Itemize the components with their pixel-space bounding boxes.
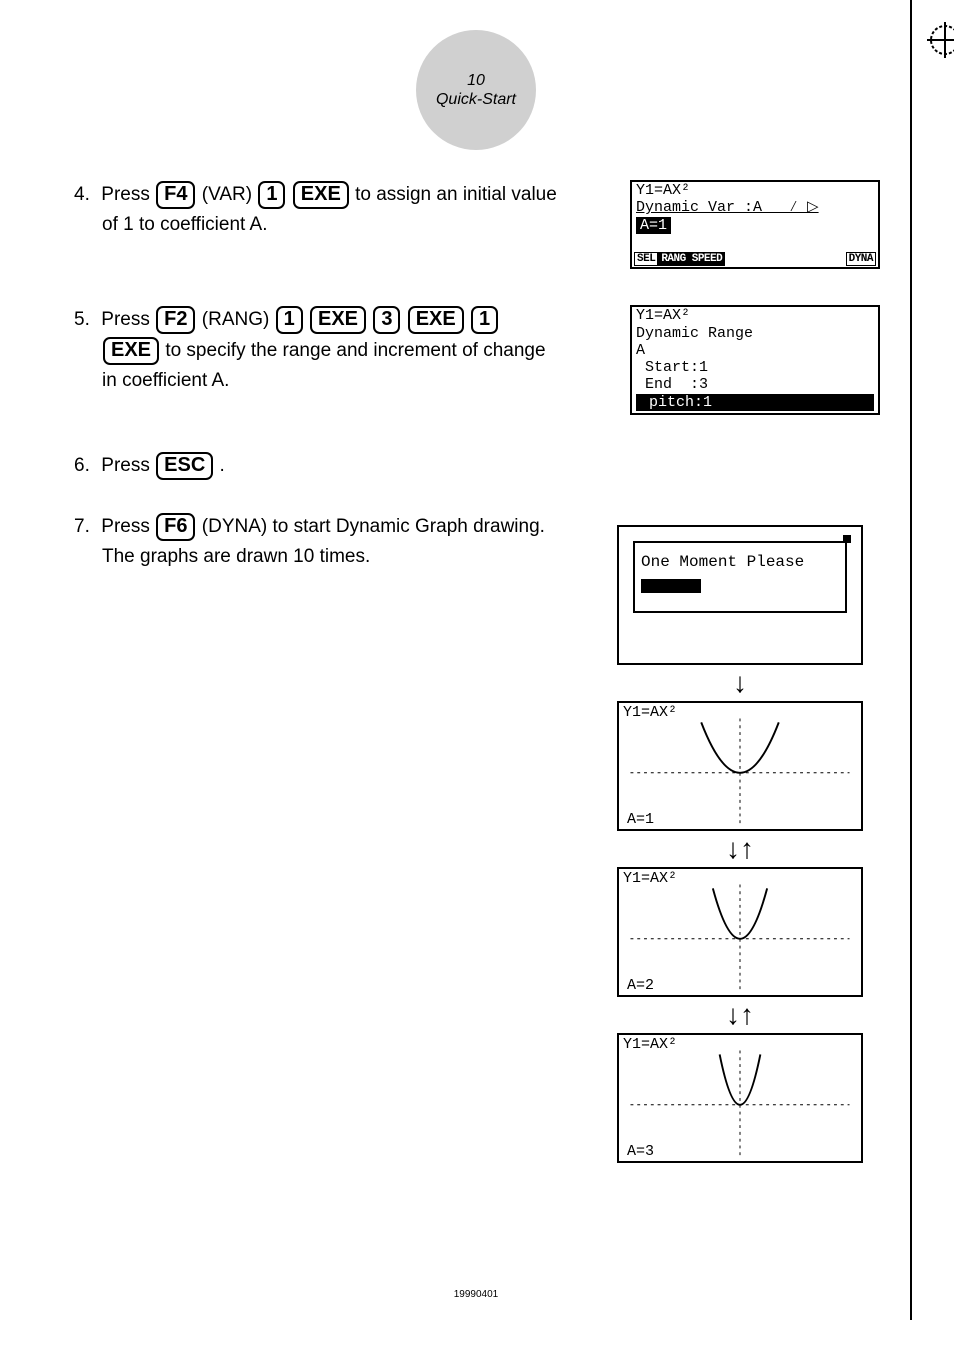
lcd-line: Start:1 xyxy=(632,359,878,376)
section-title: Quick-Start xyxy=(436,90,516,109)
parabola-a1-icon xyxy=(619,703,861,829)
content: 4. Press F4 (VAR) 1 EXE to assign an ini… xyxy=(42,150,910,573)
key-1: 1 xyxy=(276,306,303,334)
key-esc: ESC xyxy=(156,452,213,480)
key-exe: EXE xyxy=(103,337,159,365)
lcd-line: Y1=AX² xyxy=(632,182,878,199)
menu-sel: SEL xyxy=(634,252,658,267)
arrow-updown-icon: ↓↑ xyxy=(610,835,870,863)
lcd-line-selected: pitch:1 xyxy=(636,394,874,411)
lcd-line-selected: A=1 xyxy=(636,217,671,234)
text: Press xyxy=(101,309,155,330)
key-f4: F4 xyxy=(156,181,195,209)
graph-label: A=2 xyxy=(627,977,654,994)
graph-label: A=3 xyxy=(627,1143,654,1160)
lcd-graph-a2: Y1=AX² A=2 xyxy=(617,867,863,997)
lcd-graph-a1: Y1=AX² A=1 xyxy=(617,701,863,831)
arrow-updown-icon: ↓↑ xyxy=(610,1001,870,1029)
busy-indicator-icon xyxy=(843,535,851,543)
lcd-line: A xyxy=(632,342,878,359)
key-1: 1 xyxy=(258,181,285,209)
lcd-line: Y1=AX² xyxy=(632,307,878,324)
lcd-line: Dynamic Range xyxy=(632,325,878,342)
text: to specify the range and increment of ch… xyxy=(165,340,545,361)
progress-bar-icon xyxy=(641,579,701,593)
text: Press xyxy=(101,455,155,476)
lcd-line: End :3 xyxy=(632,376,878,393)
key-3: 3 xyxy=(373,306,400,334)
parabola-a3-icon xyxy=(619,1035,861,1161)
graph-label: A=1 xyxy=(627,811,654,828)
text: Press xyxy=(101,516,155,537)
page: 10 Quick-Start 4. Press F4 (VAR) 1 EXE t… xyxy=(42,0,912,1320)
text: in coefficient A. xyxy=(102,366,610,396)
registration-mark-icon xyxy=(925,20,954,60)
menu-rang: RANG xyxy=(658,252,688,267)
step-number: 6. xyxy=(74,451,96,481)
text: (RANG) xyxy=(202,309,275,330)
key-f6: F6 xyxy=(156,513,195,541)
step-number: 4. xyxy=(74,180,96,210)
key-f2: F2 xyxy=(156,306,195,334)
page-header-circle: 10 Quick-Start xyxy=(416,30,536,150)
menu-speed: SPEED xyxy=(689,252,726,267)
footer-code: 19990401 xyxy=(42,1289,910,1300)
step-4: 4. Press F4 (VAR) 1 EXE to assign an ini… xyxy=(102,180,890,275)
key-exe: EXE xyxy=(293,181,349,209)
step-5: 5. Press F2 (RANG) 1 EXE 3 EXE 1 EXE to … xyxy=(102,305,890,421)
text: Press xyxy=(101,184,155,205)
lcd-menu-row: SEL RANG SPEED DYNA xyxy=(632,252,878,268)
step-6: 6. Press ESC . xyxy=(102,451,890,481)
menu-dyna: DYNA xyxy=(846,252,876,267)
arrow-down-icon: ↓ xyxy=(610,669,870,697)
key-exe: EXE xyxy=(408,306,464,334)
graph-sequence: One Moment Please ↓ Y1=AX² A=1 ↓↑ Y1=AX²… xyxy=(610,525,870,1163)
page-number: 10 xyxy=(467,71,485,90)
text: to assign an initial value xyxy=(355,184,557,205)
key-1: 1 xyxy=(471,306,498,334)
text: of 1 to coefficient A. xyxy=(102,210,610,240)
key-exe: EXE xyxy=(310,306,366,334)
text: (VAR) xyxy=(202,184,258,205)
step-number: 7. xyxy=(74,512,96,542)
text: . xyxy=(220,455,225,476)
lcd-screen-var: Y1=AX² Dynamic Var :A ⁄ ▷ A=1 SEL RANG S… xyxy=(630,180,880,269)
parabola-a2-icon xyxy=(619,869,861,995)
step-number: 5. xyxy=(74,305,96,335)
lcd-screen-rang: Y1=AX² Dynamic Range A Start:1 End :3 pi… xyxy=(630,305,880,415)
moment-text: One Moment Please xyxy=(641,553,839,571)
lcd-screen-moment: One Moment Please xyxy=(617,525,863,665)
text: (DYNA) to start Dynamic Graph drawing. xyxy=(202,516,545,537)
lcd-line: Dynamic Var :A ⁄ ▷ xyxy=(632,199,878,216)
lcd-graph-a3: Y1=AX² A=3 xyxy=(617,1033,863,1163)
